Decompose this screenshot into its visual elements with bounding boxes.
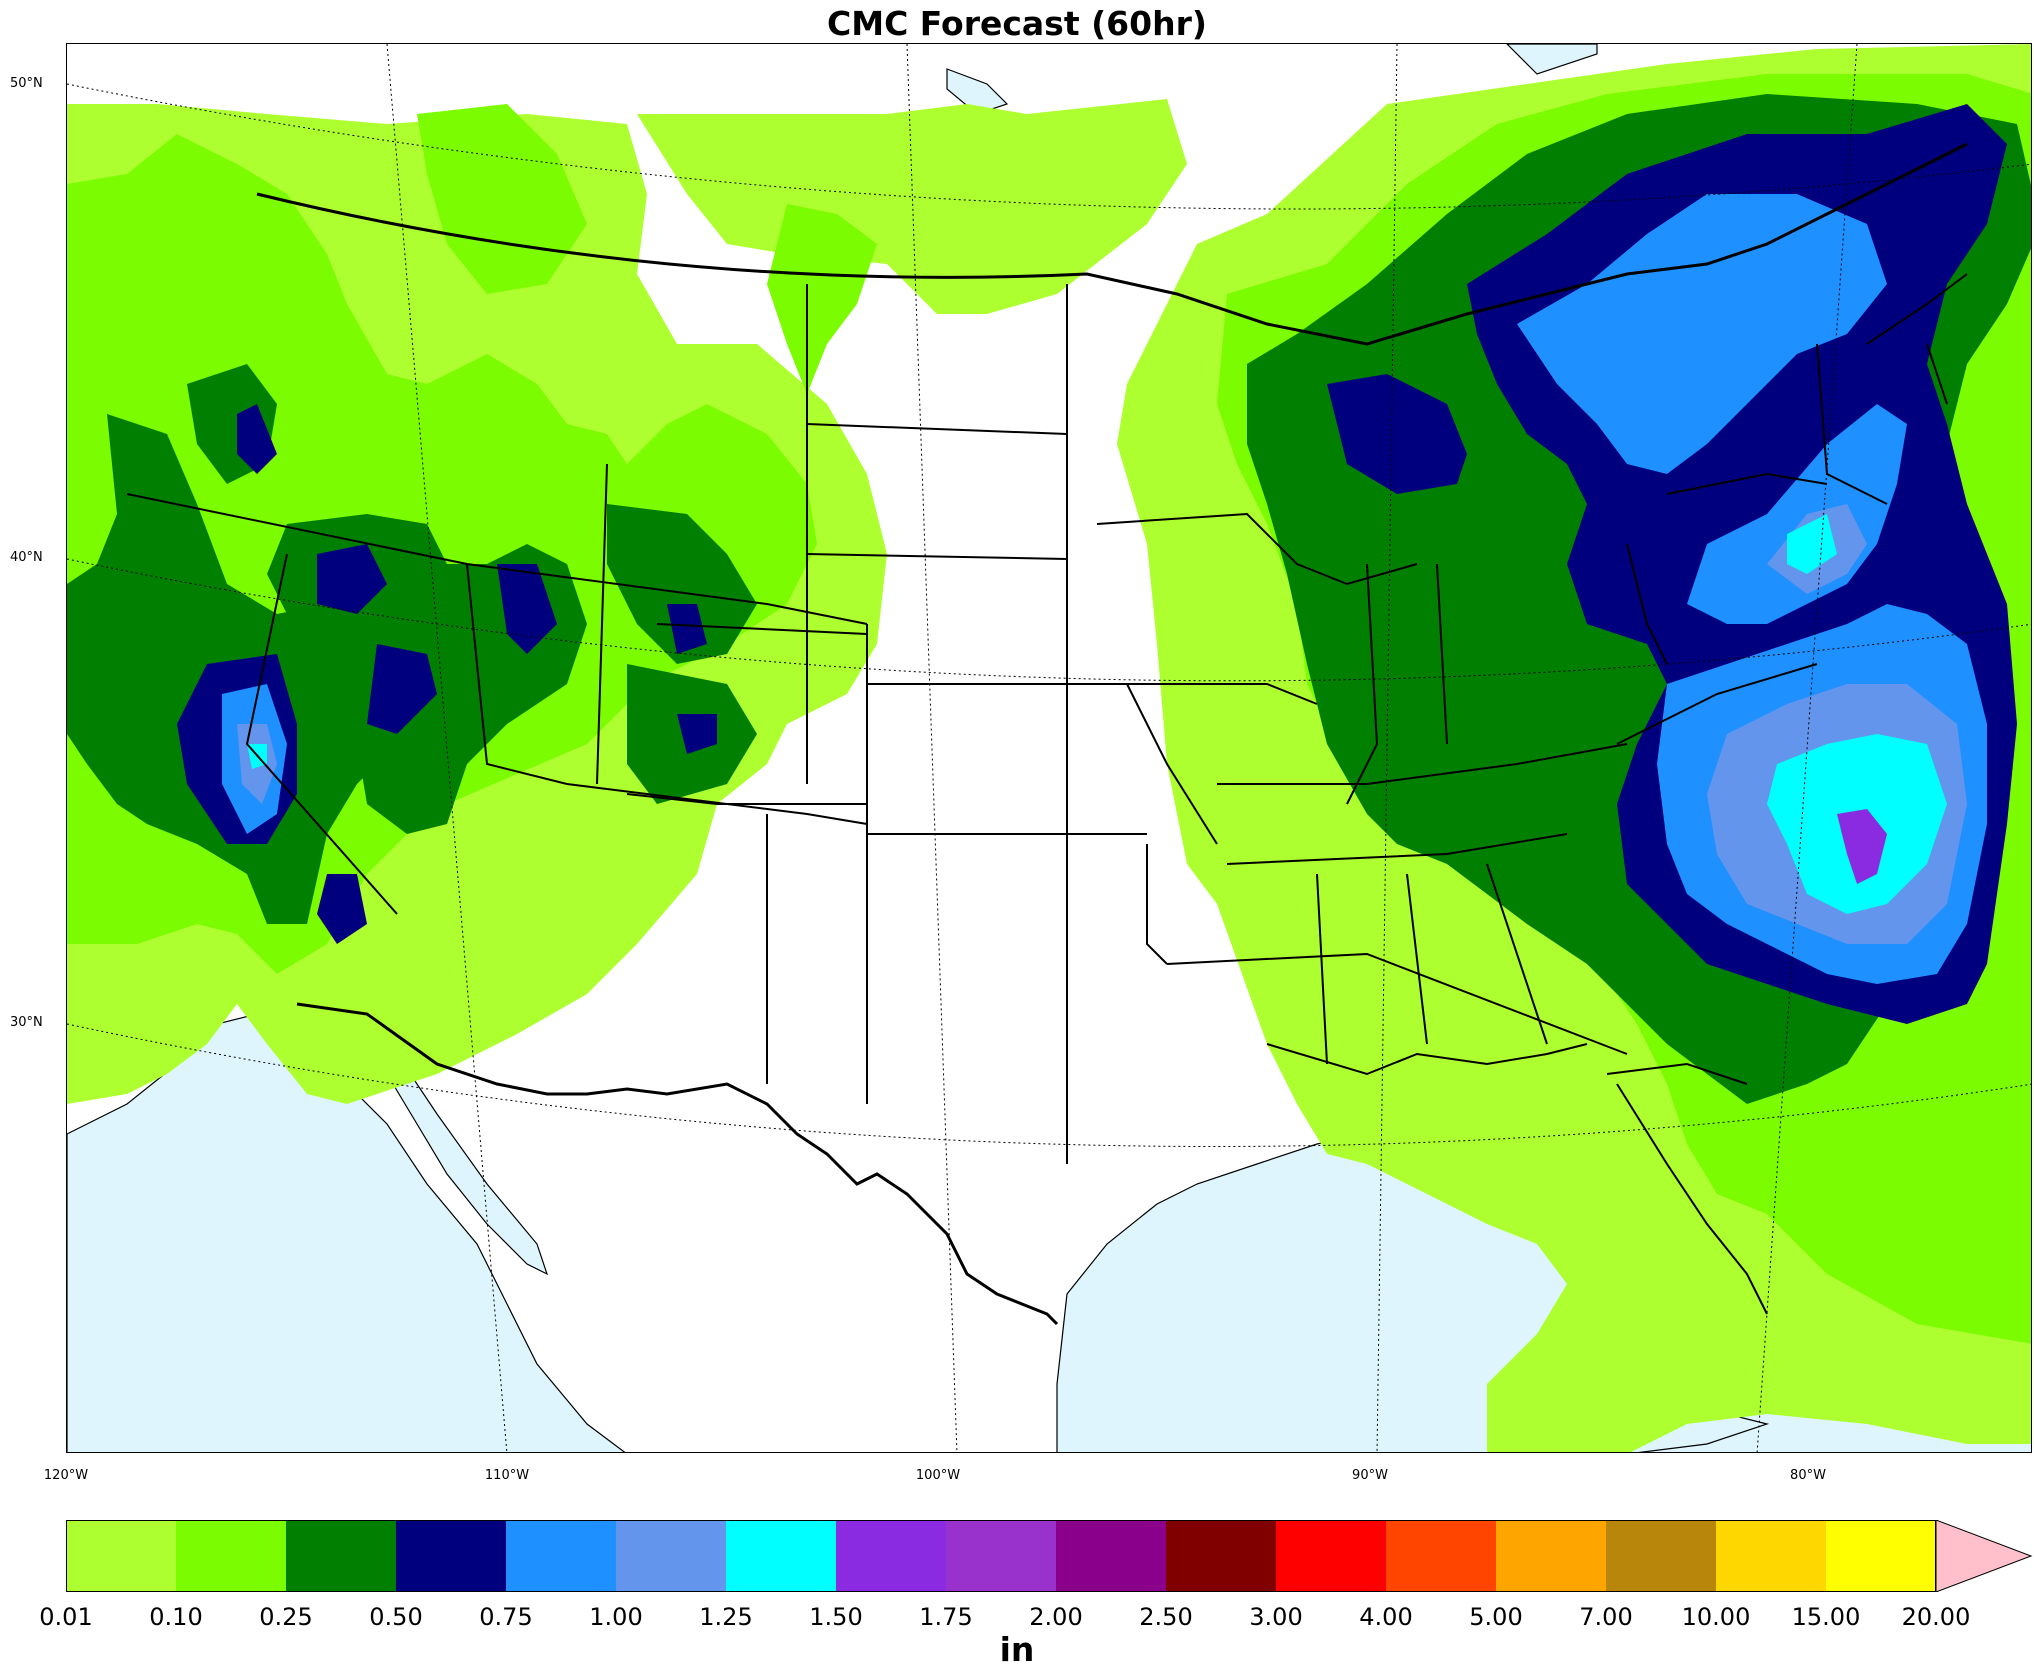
colorbar-tick-label: 1.75 (919, 1603, 973, 1631)
colorbar-tick-label: 0.10 (149, 1603, 203, 1631)
colorbar-tick-label: 20.00 (1901, 1603, 1971, 1631)
lon-label-110: 110°W (484, 1468, 530, 1483)
colorbar-tick-label: 5.00 (1469, 1603, 1523, 1631)
colorbar-swatch-4 (506, 1520, 616, 1592)
lon-label-120: 120°W (43, 1468, 89, 1483)
hudson-bay-edge (1506, 44, 1598, 75)
colorbar-tick-label: 0.50 (369, 1603, 423, 1631)
colorbar-outline (66, 1520, 1936, 1592)
colorbar-swatch-2 (286, 1520, 396, 1592)
colorbar-swatch-10 (1166, 1520, 1276, 1592)
colorbar-swatch-6 (726, 1520, 836, 1592)
colorbar-tick-label: 0.75 (479, 1603, 533, 1631)
colorbar-swatch-7 (836, 1520, 946, 1592)
graticule (67, 44, 2031, 1452)
lon-label-90: 90°W (1352, 1468, 1388, 1483)
colorbar-swatch-1 (176, 1520, 286, 1592)
borders (126, 142, 1968, 1326)
map-title: CMC Forecast (60hr) (827, 4, 1207, 43)
colorbar (66, 1520, 2033, 1592)
lat-label-30: 30°N (10, 1015, 43, 1030)
colorbar-extend-arrow (1935, 1520, 2033, 1592)
colorbar-swatch-12 (1386, 1520, 1496, 1592)
colorbar-tick-label: 1.50 (809, 1603, 863, 1631)
colorbar-swatch-5 (616, 1520, 726, 1592)
precipitation-map (66, 43, 2032, 1453)
colorbar-tick-label: 0.01 (39, 1603, 93, 1631)
pacific-ocean (67, 1008, 626, 1452)
colorbar-unit: in (999, 1630, 1035, 1669)
colorbar-tick-label: 7.00 (1579, 1603, 1633, 1631)
colorbar-swatch-11 (1276, 1520, 1386, 1592)
colorbar-tick-label: 1.25 (699, 1603, 753, 1631)
colorbar-tick-label: 3.00 (1249, 1603, 1303, 1631)
map-canvas (67, 44, 2031, 1452)
colorbar-swatch-16 (1826, 1520, 1936, 1592)
colorbar-swatch-0 (66, 1520, 176, 1592)
colorbar-tick-label: 1.00 (589, 1603, 643, 1631)
colorbar-tick-label: 2.00 (1029, 1603, 1083, 1631)
lon-label-80: 80°W (1790, 1468, 1826, 1483)
colorbar-tick-label: 2.50 (1139, 1603, 1193, 1631)
colorbar-swatch-15 (1716, 1520, 1826, 1592)
colorbar-swatch-14 (1606, 1520, 1716, 1592)
colorbar-tick-label: 4.00 (1359, 1603, 1413, 1631)
precip-contours (67, 44, 2031, 1452)
colorbar-swatch-3 (396, 1520, 506, 1592)
lon-label-100: 100°W (915, 1468, 961, 1483)
colorbar-tick-label: 10.00 (1681, 1603, 1751, 1631)
colorbar-swatch-9 (1056, 1520, 1166, 1592)
lat-label-40: 40°N (10, 550, 43, 565)
colorbar-tick-label: 0.25 (259, 1603, 313, 1631)
colorbar-tick-label: 15.00 (1791, 1603, 1861, 1631)
lat-label-50: 50°N (10, 76, 43, 91)
colorbar-swatch-13 (1496, 1520, 1606, 1592)
colorbar-swatch-8 (946, 1520, 1056, 1592)
